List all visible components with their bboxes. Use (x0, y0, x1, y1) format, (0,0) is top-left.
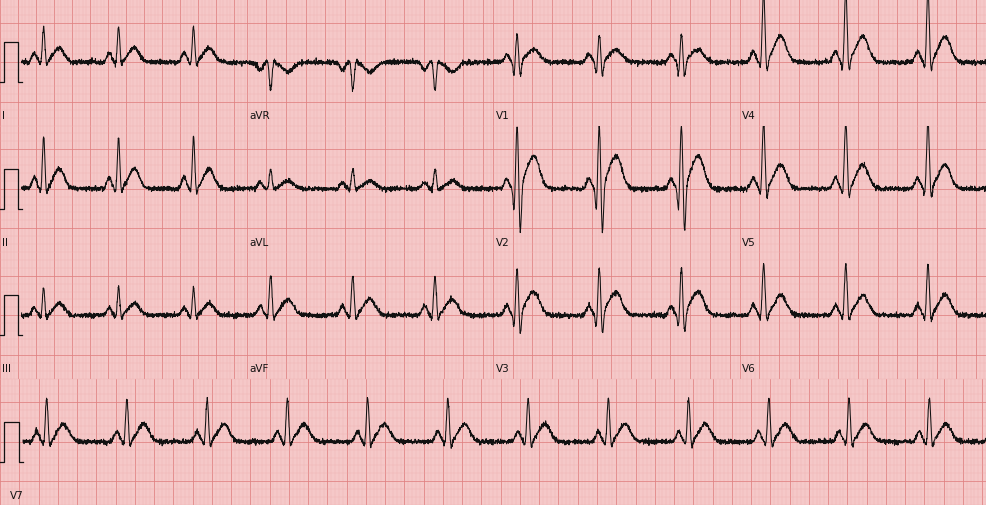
Text: I: I (2, 111, 6, 121)
Text: V6: V6 (742, 364, 755, 374)
Text: V4: V4 (742, 111, 755, 121)
Text: V2: V2 (495, 237, 509, 247)
Text: V3: V3 (495, 364, 509, 374)
Text: V7: V7 (10, 490, 24, 500)
Text: aVL: aVL (248, 237, 268, 247)
Text: III: III (2, 364, 12, 374)
Text: V5: V5 (742, 237, 755, 247)
Text: aVF: aVF (248, 364, 268, 374)
Text: II: II (2, 237, 9, 247)
Text: aVR: aVR (248, 111, 269, 121)
Text: V1: V1 (495, 111, 509, 121)
